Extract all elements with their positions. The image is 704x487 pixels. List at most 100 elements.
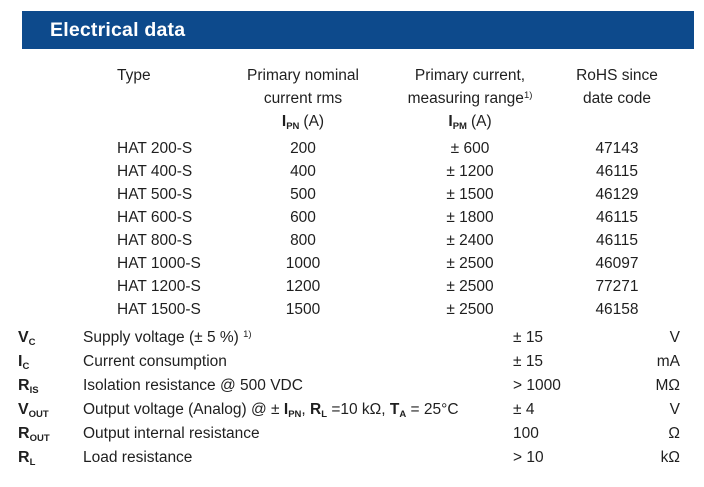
cell-ipn: 600 bbox=[290, 208, 316, 226]
parameter-symbol: VC bbox=[0, 329, 83, 347]
symbol-subscript: L bbox=[29, 457, 36, 468]
parameter-row: VOUT Output voltage (Analog) @ ± IPN, RL… bbox=[0, 398, 704, 422]
parameter-row: ROUT Output internal resistance 100 Ω bbox=[0, 422, 704, 446]
model-selection-table: Type Primary nominal Primary current, Ro… bbox=[117, 64, 690, 321]
inline-symbol-ta-sub: A bbox=[399, 409, 407, 420]
section-header-bar: Electrical data bbox=[22, 11, 694, 49]
cell-ipn: 1000 bbox=[285, 254, 321, 272]
cell-ipm: ± 600 bbox=[450, 139, 490, 157]
cell-ipn: 500 bbox=[290, 185, 316, 203]
table-row: HAT 200-S 200 ± 600 47143 bbox=[117, 137, 690, 160]
cell-rohs: 46115 bbox=[596, 208, 638, 226]
cell-rohs: 46115 bbox=[596, 162, 638, 180]
cell-ipm: ± 2400 bbox=[446, 231, 494, 249]
parameter-unit: V bbox=[669, 401, 680, 418]
parameter-description: Current consumption bbox=[83, 353, 513, 371]
cell-type: HAT 800-S bbox=[117, 231, 193, 249]
cell-ipm: ± 1500 bbox=[446, 185, 494, 203]
description-text: =10 kΩ, bbox=[327, 401, 390, 418]
description-text: = 25°C bbox=[406, 401, 459, 418]
ipm-unit: (A) bbox=[470, 112, 492, 130]
cell-type: HAT 500-S bbox=[117, 185, 193, 203]
symbol-base: V bbox=[18, 401, 29, 418]
parameter-description: Load resistance bbox=[83, 449, 513, 467]
description-text: Output voltage (Analog) @ ± bbox=[83, 401, 284, 418]
col-header-primary-nominal-line1: Primary nominal bbox=[247, 66, 359, 84]
table-header-row-3: IPN (A) I PM (A) bbox=[117, 110, 690, 133]
parameter-value: 100 bbox=[513, 425, 539, 442]
cell-ipn: 1500 bbox=[285, 300, 321, 318]
col-header-type: Type bbox=[117, 66, 151, 84]
parameter-unit: Ω bbox=[668, 425, 680, 442]
description-text: Supply voltage (± 5 %) bbox=[83, 329, 244, 346]
table-row: HAT 1000-S 1000 ± 2500 46097 bbox=[117, 252, 690, 275]
parameter-list: VC Supply voltage (± 5 %) 1) ± 15 V IC C… bbox=[0, 326, 704, 470]
cell-type: HAT 1000-S bbox=[117, 254, 201, 272]
description-text: Isolation resistance @ 500 VDC bbox=[83, 377, 303, 394]
cell-rohs: 46115 bbox=[596, 231, 638, 249]
cell-ipm: ± 1200 bbox=[446, 162, 494, 180]
parameter-value: ± 15 bbox=[513, 353, 544, 370]
cell-ipn: 400 bbox=[290, 162, 316, 180]
table-row: HAT 1200-S 1200 ± 2500 77271 bbox=[117, 275, 690, 298]
cell-type: HAT 200-S bbox=[117, 139, 193, 157]
cell-ipm: ± 2500 bbox=[446, 254, 494, 272]
cell-type: HAT 400-S bbox=[117, 162, 193, 180]
table-row: HAT 500-S 500 ± 1500 46129 bbox=[117, 183, 690, 206]
parameter-row: VC Supply voltage (± 5 %) 1) ± 15 V bbox=[0, 326, 704, 350]
symbol-base: R bbox=[18, 377, 30, 394]
parameter-value: > 10 bbox=[513, 449, 544, 466]
ipn-symbol-subscript: PN bbox=[286, 120, 300, 132]
inline-symbol-ipn: I bbox=[283, 401, 289, 418]
parameter-value: ± 15 bbox=[513, 329, 544, 346]
cell-rohs: 47143 bbox=[595, 139, 639, 157]
inline-symbol-ipn-sub: PN bbox=[288, 409, 302, 420]
cell-type: HAT 1500-S bbox=[117, 300, 201, 318]
parameter-symbol: VOUT bbox=[0, 401, 83, 419]
symbol-subscript: C bbox=[22, 361, 30, 372]
description-text: , bbox=[301, 401, 311, 418]
description-text: Output internal resistance bbox=[83, 425, 260, 442]
footnote-marker: 1) bbox=[243, 329, 252, 340]
col-header-ipn-symbol: IPN (A) bbox=[210, 113, 396, 131]
parameter-unit: mA bbox=[656, 353, 680, 370]
description-text: Load resistance bbox=[83, 449, 193, 466]
symbol-subscript: C bbox=[28, 337, 36, 348]
cell-type: HAT 1200-S bbox=[117, 277, 201, 295]
table-row: HAT 600-S 600 ± 1800 46115 bbox=[117, 206, 690, 229]
footnote-marker: 1) bbox=[523, 89, 533, 101]
measuring-range-label: measuring range bbox=[407, 89, 524, 107]
symbol-subscript: IS bbox=[29, 385, 39, 396]
inline-symbol-ta: T bbox=[389, 401, 400, 418]
table-header-row-1: Type Primary nominal Primary current, Ro… bbox=[117, 64, 690, 87]
table-row: HAT 800-S 800 ± 2400 46115 bbox=[117, 229, 690, 252]
description-text: Current consumption bbox=[83, 353, 227, 370]
parameter-value: ± 4 bbox=[513, 401, 535, 418]
cell-ipn: 200 bbox=[290, 139, 316, 157]
symbol-subscript: OUT bbox=[29, 433, 50, 444]
col-header-primary-nominal-line2: current rms bbox=[263, 89, 343, 107]
parameter-row: RL Load resistance > 10 kΩ bbox=[0, 446, 704, 470]
cell-ipm: ± 1800 bbox=[446, 208, 494, 226]
symbol-base: V bbox=[18, 329, 29, 346]
ipm-symbol-subscript: PM bbox=[452, 120, 467, 132]
cell-ipm: ± 2500 bbox=[446, 300, 494, 318]
table-row: HAT 400-S 400 ± 1200 46115 bbox=[117, 160, 690, 183]
cell-rohs: 77271 bbox=[595, 277, 639, 295]
parameter-value: > 1000 bbox=[513, 377, 561, 394]
parameter-row: IC Current consumption ± 15 mA bbox=[0, 350, 704, 374]
symbol-base: I bbox=[18, 353, 23, 370]
inline-symbol-rl: R bbox=[310, 401, 322, 418]
table-header-row-2: current rms measuring range1) date code bbox=[117, 87, 690, 110]
parameter-description: Isolation resistance @ 500 VDC bbox=[83, 377, 513, 395]
ipn-symbol-base: I bbox=[281, 112, 287, 130]
parameter-unit: kΩ bbox=[660, 449, 680, 466]
table-row: HAT 1500-S 1500 ± 2500 46158 bbox=[117, 298, 690, 321]
inline-symbol-rl-sub: L bbox=[321, 409, 328, 420]
parameter-symbol: RIS bbox=[0, 377, 83, 395]
parameter-symbol: RL bbox=[0, 449, 83, 467]
symbol-subscript: OUT bbox=[28, 409, 49, 420]
col-header-rohs-line1: RoHS since bbox=[576, 66, 658, 84]
col-header-rohs-line2: date code bbox=[582, 89, 652, 107]
